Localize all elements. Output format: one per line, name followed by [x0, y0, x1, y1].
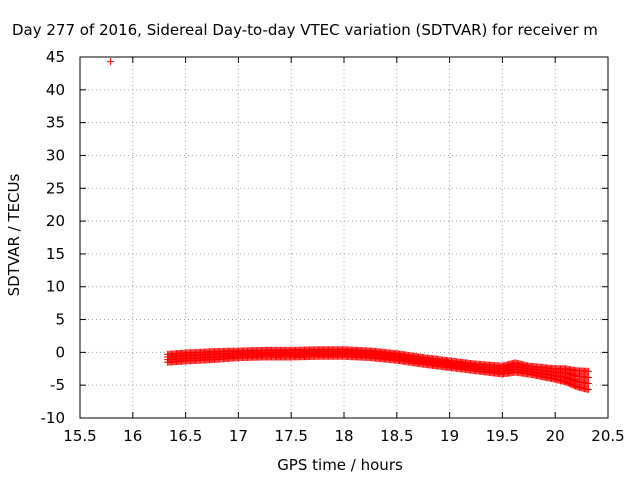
x-tick-label: 17 — [229, 427, 248, 445]
x-tick-label: 19.5 — [486, 427, 519, 445]
plot-frame — [79, 56, 609, 419]
y-tick-label: 35 — [46, 114, 65, 132]
y-tick-label: 45 — [46, 48, 65, 66]
data-point — [584, 367, 592, 375]
y-tick-label: -5 — [50, 376, 65, 394]
x-tick-label: 20 — [546, 427, 565, 445]
x-axis-label: GPS time / hours — [277, 456, 403, 474]
x-tick-label: 17.5 — [274, 427, 307, 445]
y-tick-label: 15 — [46, 245, 65, 263]
chart-title: Day 277 of 2016, Sidereal Day-to-day VTE… — [12, 21, 598, 39]
x-tick-label: 18 — [334, 427, 353, 445]
y-tick-label: -10 — [41, 409, 66, 427]
x-tick-label: 16 — [123, 427, 142, 445]
x-tick-label: 20.5 — [591, 427, 624, 445]
y-tick-label: 20 — [46, 212, 65, 230]
outlier-point — [107, 58, 115, 66]
y-tick-label: 40 — [46, 81, 65, 99]
y-tick-label: 10 — [46, 278, 65, 296]
x-tick-label: 15.5 — [63, 427, 96, 445]
axes: 15.5 16 16.5 17 17.5 18 18.5 19 19.5 20 20.5 -10 -5 0… — [41, 48, 625, 445]
y-tick-label: 25 — [46, 179, 65, 197]
y-tick-label: 0 — [55, 343, 65, 361]
y-tick-label: 30 — [46, 146, 65, 164]
y-tick-label: 5 — [55, 311, 65, 329]
y-axis-label: SDTVAR / TECUs — [5, 173, 23, 296]
data-point — [584, 380, 592, 388]
x-tick-label: 16.5 — [169, 427, 202, 445]
x-tick-label: 19 — [440, 427, 459, 445]
x-tick-label: 18.5 — [380, 427, 413, 445]
data-points — [107, 58, 592, 394]
data-point — [584, 373, 592, 381]
data-point — [584, 386, 592, 394]
